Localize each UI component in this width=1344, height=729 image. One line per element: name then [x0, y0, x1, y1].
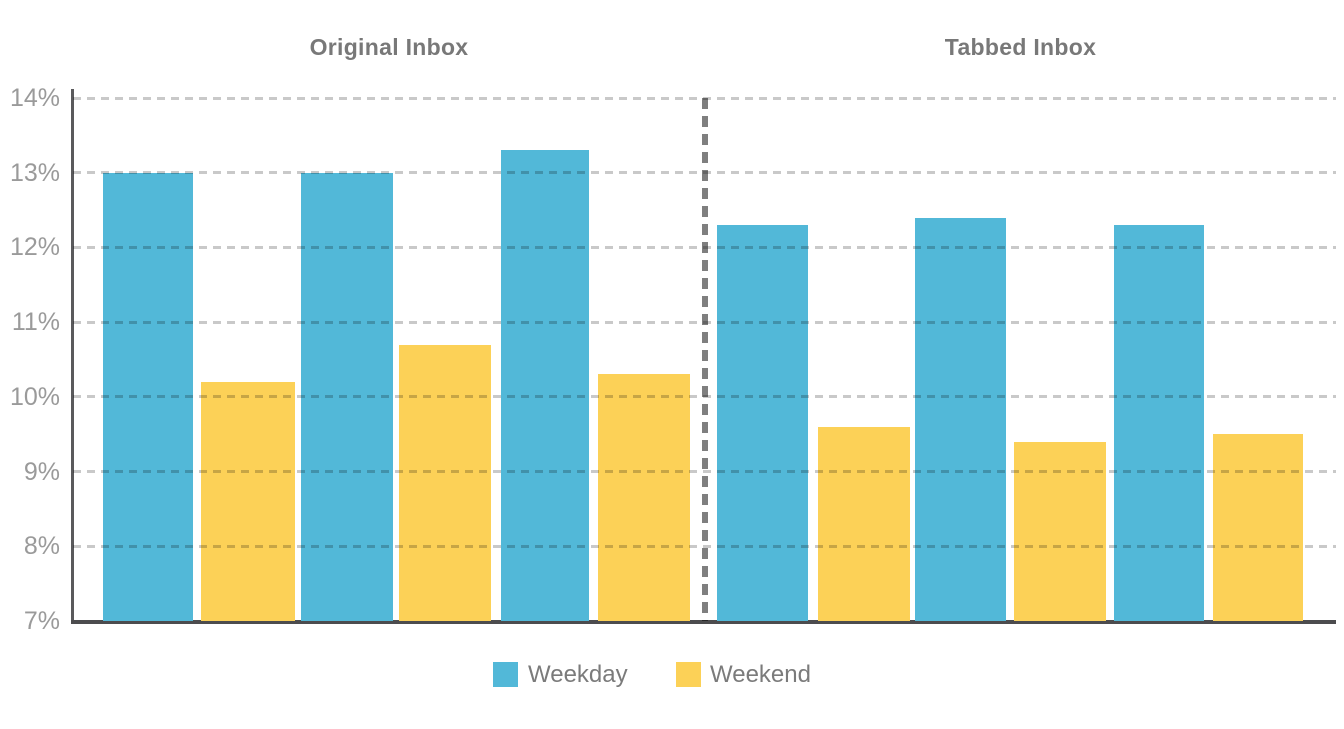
y-axis-label-10%: 10% — [9, 382, 60, 411]
legend-swatch-weekday — [493, 662, 518, 687]
section-title-original-inbox: Original Inbox — [309, 34, 469, 60]
y-axis-label-14%: 14% — [9, 84, 60, 112]
y-axis-label-8%: 8% — [23, 532, 60, 561]
y-axis-label-7%: 7% — [23, 607, 60, 635]
bar-weekend-s2-p3 — [1213, 434, 1303, 621]
bar-weekday-s2-p1 — [717, 225, 808, 621]
bar-weekend-s1-p1 — [201, 381, 295, 621]
legend-item-weekend: Weekend — [676, 658, 856, 692]
bar-weekend-s2-p1 — [818, 426, 910, 621]
x-axis-line — [71, 620, 1336, 624]
y-axis-line — [71, 89, 74, 621]
bar-weekday-s1-p2 — [301, 172, 393, 621]
plot-area — [73, 96, 1336, 621]
y-axis-label-12%: 12% — [9, 233, 60, 262]
bar-weekday-s1-p3 — [501, 150, 589, 621]
bar-weekday-s2-p2 — [915, 217, 1006, 621]
legend: Weekday Weekend — [0, 658, 1344, 692]
bar-weekend-s1-p3 — [598, 374, 690, 621]
legend-label-weekday: Weekday — [528, 661, 628, 688]
section-title-tabbed-inbox: Tabbed Inbox — [944, 34, 1097, 60]
legend-label-weekend: Weekend — [710, 661, 811, 688]
y-axis-label-11%: 11% — [11, 308, 60, 337]
bar-weekend-s2-p2 — [1014, 441, 1106, 621]
bar-weekday-s2-p3 — [1114, 225, 1204, 621]
legend-item-weekday: Weekday — [493, 658, 673, 692]
y-axis-label-9%: 9% — [23, 457, 60, 486]
bar-weekday-s1-p1 — [103, 172, 193, 621]
y-axis-label-13%: 13% — [9, 158, 60, 187]
legend-swatch-weekend — [676, 662, 701, 687]
bar-weekend-s1-p2 — [399, 344, 491, 621]
section-divider-dashed-line — [702, 98, 708, 621]
